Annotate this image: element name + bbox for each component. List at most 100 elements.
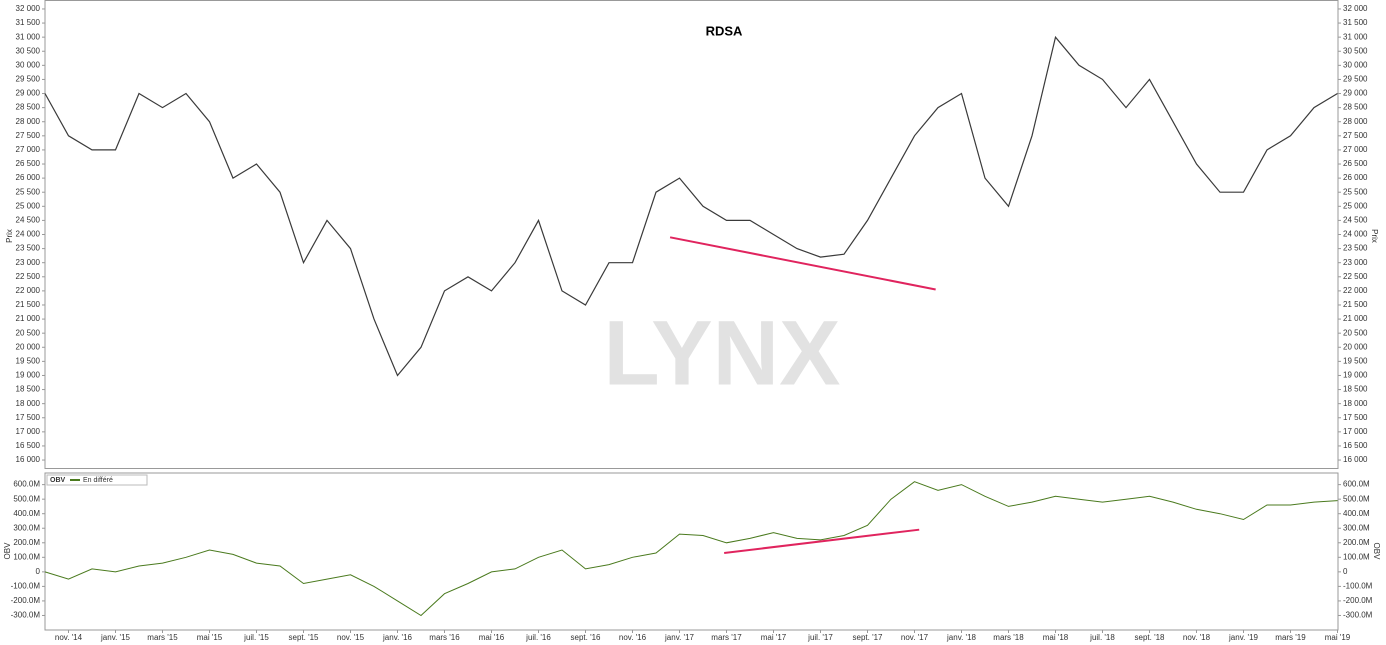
y-tick-label: 16 000 <box>1343 455 1368 464</box>
y-tick-label: 500.0M <box>1343 494 1370 503</box>
y-tick-label: 16 500 <box>16 441 41 450</box>
x-tick-label: nov. '17 <box>901 633 929 642</box>
y-tick-label: 28 500 <box>1343 103 1368 112</box>
y-tick-label: 16 500 <box>1343 441 1368 450</box>
x-tick-label: mai '15 <box>197 633 223 642</box>
series-line <box>44 35 1338 377</box>
y-tick-label: 31 500 <box>16 18 41 27</box>
y-tick-label: 27 500 <box>16 131 41 140</box>
x-tick-label: juil. '17 <box>807 633 833 642</box>
y-tick-label: 19 500 <box>16 356 41 365</box>
y-tick-label: 17 500 <box>1343 413 1368 422</box>
y-tick-label: -100.0M <box>1343 581 1373 590</box>
y-tick-label: 18 000 <box>16 399 41 408</box>
y-tick-label: 600.0M <box>13 480 40 489</box>
x-tick-label: mai '17 <box>761 633 787 642</box>
legend <box>46 474 148 486</box>
x-tick-label: sept. '16 <box>571 633 602 642</box>
y-tick-label: 20 000 <box>16 342 41 351</box>
y-tick-label: 23 500 <box>16 244 41 253</box>
legend-label: En différé <box>83 477 113 484</box>
y-tick-label: 30 000 <box>16 60 41 69</box>
y-tick-label: 20 500 <box>16 328 41 337</box>
y-tick-label: 18 500 <box>16 385 41 394</box>
trend-line <box>724 528 920 554</box>
y-tick-label: 29 500 <box>1343 75 1368 84</box>
x-tick-label: janv. '17 <box>664 633 695 642</box>
y-tick-label: 500.0M <box>13 494 40 503</box>
y-tick-label: 25 500 <box>1343 187 1368 196</box>
y-tick-label: 600.0M <box>1343 480 1370 489</box>
y-tick-label: 24 500 <box>1343 216 1368 225</box>
y-axis-label: Prix <box>5 229 14 243</box>
y-tick-label: 28 000 <box>1343 117 1368 126</box>
x-tick-label: nov. '15 <box>337 633 365 642</box>
y-tick-label: 27 500 <box>1343 131 1368 140</box>
x-tick-label: janv. '15 <box>100 633 131 642</box>
y-tick-label: 21 500 <box>16 300 41 309</box>
y-tick-label: 300.0M <box>1343 523 1370 532</box>
series-line <box>44 481 1338 617</box>
y-tick-label: 27 000 <box>1343 145 1368 154</box>
y-tick-label: -200.0M <box>1343 596 1373 605</box>
x-tick-label: nov. '14 <box>55 633 83 642</box>
x-tick-label: nov. '18 <box>1183 633 1211 642</box>
y-tick-label: 400.0M <box>1343 509 1370 518</box>
y-tick-label: 19 500 <box>1343 356 1368 365</box>
y-tick-label: 25 500 <box>16 187 41 196</box>
y-tick-label: 24 500 <box>16 216 41 225</box>
y-tick-label: 17 500 <box>16 413 41 422</box>
x-tick-label: mars '15 <box>147 633 178 642</box>
x-tick-label: mars '18 <box>993 633 1024 642</box>
y-tick-label: 22 500 <box>1343 272 1368 281</box>
x-tick-label: mai '16 <box>479 633 505 642</box>
y-tick-label: 200.0M <box>1343 538 1370 547</box>
y-tick-label: 27 000 <box>16 145 41 154</box>
y-tick-label: 23 000 <box>1343 258 1368 267</box>
y-tick-label: 20 000 <box>1343 342 1368 351</box>
y-tick-label: 17 000 <box>1343 427 1368 436</box>
y-tick-label: 31 000 <box>1343 32 1368 41</box>
y-tick-label: 30 000 <box>1343 60 1368 69</box>
y-tick-label: 29 000 <box>16 89 41 98</box>
y-tick-label: -200.0M <box>11 596 41 605</box>
x-tick-label: sept. '17 <box>853 633 884 642</box>
x-tick-label: janv. '18 <box>946 633 977 642</box>
x-tick-label: juil. '18 <box>1089 633 1115 642</box>
y-tick-label: 24 000 <box>16 230 41 239</box>
y-tick-label: 31 000 <box>16 32 41 41</box>
y-tick-label: 16 000 <box>16 455 41 464</box>
y-tick-label: 22 000 <box>1343 286 1368 295</box>
x-tick-label: mars '19 <box>1275 633 1306 642</box>
x-tick-label: juil. '16 <box>525 633 551 642</box>
x-tick-label: nov. '16 <box>619 633 647 642</box>
y-tick-label: 21 500 <box>1343 300 1368 309</box>
legend-indicator: OBV <box>50 477 66 484</box>
y-tick-label: 30 500 <box>1343 46 1368 55</box>
y-tick-label: 21 000 <box>1343 314 1368 323</box>
y-tick-label: 22 500 <box>16 272 41 281</box>
y-tick-label: 18 500 <box>1343 385 1368 394</box>
y-tick-label: 100.0M <box>1343 552 1370 561</box>
y-tick-label: 30 500 <box>16 46 41 55</box>
x-tick-label: mai '19 <box>1325 633 1351 642</box>
x-tick-label: mars '17 <box>711 633 742 642</box>
y-tick-label: 20 500 <box>1343 328 1368 337</box>
x-tick-label: sept. '15 <box>289 633 320 642</box>
y-tick-label: 26 500 <box>1343 159 1368 168</box>
y-tick-label: 19 000 <box>16 371 41 380</box>
x-tick-label: mai '18 <box>1043 633 1069 642</box>
y-tick-label: 0 <box>36 567 41 576</box>
y-tick-label: 29 500 <box>16 75 41 84</box>
y-tick-label: -300.0M <box>1343 611 1373 620</box>
y-tick-label: -100.0M <box>11 581 41 590</box>
x-tick-label: mars '16 <box>429 633 460 642</box>
y-tick-label: 25 000 <box>16 201 41 210</box>
x-tick-label: juil. '15 <box>243 633 269 642</box>
y-tick-label: 26 000 <box>1343 173 1368 182</box>
y-tick-label: 26 500 <box>16 159 41 168</box>
y-tick-label: 19 000 <box>1343 371 1368 380</box>
y-tick-label: 22 000 <box>16 286 41 295</box>
y-tick-label: 21 000 <box>16 314 41 323</box>
